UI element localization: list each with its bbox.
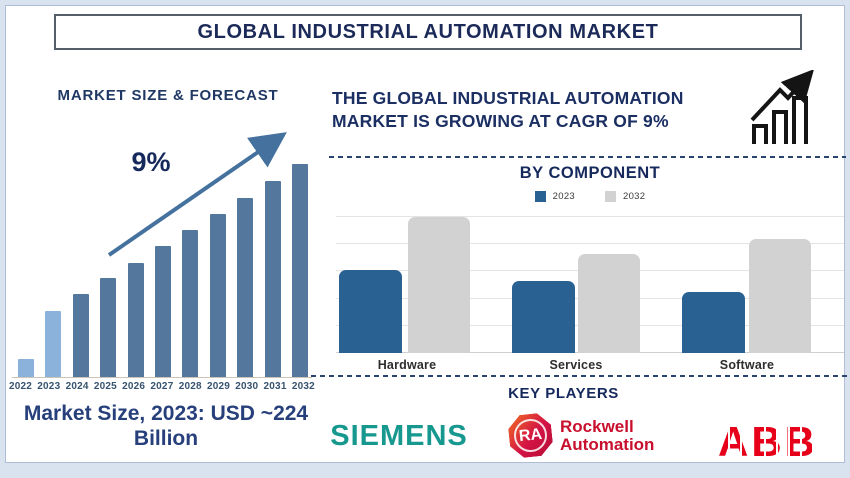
- legend-item-2032: 2032: [605, 191, 645, 202]
- year-label-2023: 2023: [37, 381, 61, 392]
- category-label-services: Services: [549, 358, 603, 372]
- year-label-2024: 2024: [65, 381, 89, 392]
- forecast-year-labels: 2022 2023 2024 2025 2026 2027 2028 2029 2030 2031…: [9, 381, 315, 392]
- forecast-bar-2027: [154, 246, 171, 377]
- component-gridline: [336, 216, 844, 217]
- rockwell-line1: Rockwell: [560, 416, 634, 436]
- year-label-2032: 2032: [291, 381, 315, 392]
- year-label-2029: 2029: [206, 381, 231, 392]
- legend-label-2032: 2032: [623, 191, 646, 202]
- dashed-divider-bottom: [311, 375, 847, 377]
- siemens-logo: SIEMENS: [330, 420, 468, 452]
- component-gridline: [336, 243, 844, 244]
- bar-services-2023: [512, 281, 575, 353]
- rockwell-line2: Automation: [560, 434, 655, 454]
- forecast-bars: [18, 121, 308, 377]
- legend-item-2023: 2023: [534, 191, 575, 202]
- legend-label-2023: 2023: [552, 191, 575, 202]
- forecast-bar-2025: [100, 278, 117, 377]
- forecast-heading: MARKET SIZE & FORECAST: [57, 87, 279, 104]
- market-size-note: Market Size, 2023: USD ~224 Billion: [23, 402, 309, 450]
- bar-software-2032: [749, 239, 811, 353]
- rockwell-badge-text: RA: [518, 425, 543, 445]
- component-heading: BY COMPONENT: [519, 164, 661, 182]
- growth-chart-icon: [750, 70, 814, 144]
- year-label-2025: 2025: [93, 381, 117, 392]
- forecast-bar-2031: [264, 181, 281, 377]
- forecast-bar-2030: [237, 198, 254, 377]
- forecast-bar-2026: [127, 263, 144, 377]
- year-label-2031: 2031: [263, 381, 287, 392]
- cagr-headline-line1: THE GLOBAL INDUSTRIAL AUTOMATION: [332, 88, 684, 108]
- legend-swatch-2032: [605, 191, 616, 202]
- year-label-2026: 2026: [122, 381, 146, 392]
- year-label-2030: 2030: [235, 381, 259, 392]
- forecast-bar-2029: [209, 214, 226, 377]
- main-panel: GLOBAL INDUSTRIAL AUTOMATION MARKET MARK…: [5, 5, 847, 465]
- bar-software-2023: [682, 292, 745, 353]
- category-label-software: Software: [719, 358, 775, 372]
- page-title: GLOBAL INDUSTRIAL AUTOMATION MARKET: [197, 20, 659, 43]
- rockwell-badge-icon: RA: [507, 412, 554, 459]
- component-legend: 2023 2032: [336, 191, 844, 202]
- trend-arrow-icon: [107, 132, 287, 257]
- cagr-annotation: 9%: [131, 147, 171, 177]
- forecast-bar-2022: [18, 359, 34, 377]
- category-label-hardware: Hardware: [377, 358, 437, 372]
- forecast-bar-2024: [72, 294, 89, 377]
- cagr-headline: THE GLOBAL INDUSTRIAL AUTOMATION MARKET …: [332, 87, 742, 133]
- forecast-axis-line: [12, 377, 312, 378]
- forecast-bar-2023: [45, 311, 62, 377]
- year-label-2022: 2022: [9, 381, 33, 392]
- bar-hardware-2023: [339, 270, 402, 353]
- dashed-divider-top: [329, 156, 846, 158]
- component-chart: [336, 216, 844, 353]
- year-label-2027: 2027: [150, 381, 174, 392]
- year-label-2028: 2028: [178, 381, 202, 392]
- rockwell-logo: RA Rockwell Automation: [509, 414, 654, 457]
- abb-logo: ABB: [718, 418, 818, 465]
- title-box: GLOBAL INDUSTRIAL AUTOMATION MARKET: [54, 14, 802, 50]
- rockwell-logo-text: Rockwell Automation: [560, 416, 655, 454]
- bar-services-2032: [578, 254, 640, 353]
- bar-hardware-2032: [408, 217, 470, 353]
- cagr-headline-line2: MARKET IS GROWING AT CAGR OF 9%: [332, 111, 669, 131]
- keyplayers-heading: KEY PLAYERS: [508, 385, 619, 402]
- forecast-bar-2028: [182, 230, 199, 377]
- forecast-bar-2032: [291, 164, 308, 377]
- legend-swatch-2023: [534, 191, 546, 202]
- component-category-labels: Hardware Services Software: [336, 358, 844, 374]
